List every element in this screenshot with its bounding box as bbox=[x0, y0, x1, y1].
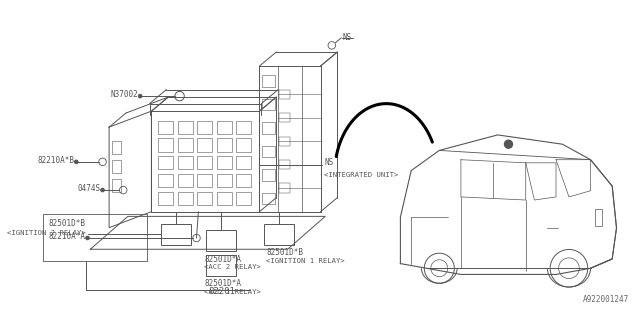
Text: 82501D*A: 82501D*A bbox=[204, 255, 241, 264]
Bar bbox=[161, 224, 191, 244]
Text: <IGNITION 1 RELAY>: <IGNITION 1 RELAY> bbox=[266, 258, 345, 264]
Text: 82501D*A: 82501D*A bbox=[204, 279, 241, 288]
Text: 82201: 82201 bbox=[209, 287, 236, 296]
Bar bbox=[198, 138, 212, 152]
Polygon shape bbox=[90, 216, 325, 249]
Bar bbox=[236, 174, 251, 187]
Text: <ACC 2 RELAY>: <ACC 2 RELAY> bbox=[204, 264, 261, 270]
Circle shape bbox=[138, 94, 142, 98]
Text: A922001247: A922001247 bbox=[582, 295, 628, 304]
Bar bbox=[262, 169, 275, 181]
Text: <ACC 1 RELAY>: <ACC 1 RELAY> bbox=[204, 289, 261, 295]
Bar bbox=[178, 156, 193, 169]
Bar bbox=[595, 209, 602, 226]
Bar bbox=[262, 146, 275, 157]
Text: <INTEGRATED UNIT>: <INTEGRATED UNIT> bbox=[324, 172, 399, 178]
Text: 0474S: 0474S bbox=[77, 184, 100, 193]
Bar bbox=[206, 230, 236, 251]
Circle shape bbox=[504, 140, 513, 149]
Bar bbox=[206, 255, 236, 276]
Text: 82210A*A: 82210A*A bbox=[49, 232, 86, 241]
Text: NS: NS bbox=[324, 158, 333, 167]
Bar bbox=[279, 183, 291, 193]
Bar bbox=[198, 192, 212, 205]
Text: 82210A*B: 82210A*B bbox=[37, 156, 74, 164]
Bar bbox=[158, 138, 173, 152]
Bar bbox=[198, 121, 212, 134]
Bar bbox=[217, 192, 232, 205]
Bar bbox=[236, 138, 251, 152]
Bar bbox=[236, 192, 251, 205]
Bar bbox=[236, 121, 251, 134]
Bar bbox=[112, 160, 122, 173]
Bar bbox=[178, 138, 193, 152]
Bar bbox=[217, 174, 232, 187]
Bar bbox=[262, 123, 275, 134]
Bar bbox=[158, 174, 173, 187]
Bar bbox=[279, 113, 291, 123]
Text: NS: NS bbox=[342, 33, 351, 42]
Bar bbox=[178, 121, 193, 134]
Text: 82501D*B: 82501D*B bbox=[49, 219, 86, 228]
Circle shape bbox=[86, 236, 90, 240]
Bar bbox=[44, 214, 147, 261]
Bar bbox=[158, 192, 173, 205]
Circle shape bbox=[74, 160, 78, 164]
Bar bbox=[279, 137, 291, 146]
Bar bbox=[264, 224, 294, 244]
Circle shape bbox=[100, 188, 104, 192]
Text: N37002: N37002 bbox=[111, 90, 138, 99]
Bar bbox=[158, 121, 173, 134]
Bar bbox=[158, 156, 173, 169]
Bar bbox=[217, 138, 232, 152]
Bar bbox=[178, 174, 193, 187]
Bar bbox=[178, 192, 193, 205]
Bar bbox=[112, 141, 122, 154]
Bar bbox=[262, 99, 275, 110]
Bar bbox=[262, 193, 275, 204]
Bar bbox=[236, 156, 251, 169]
Bar bbox=[262, 76, 275, 87]
Bar bbox=[217, 156, 232, 169]
Bar bbox=[217, 121, 232, 134]
Text: <IGNITION 2 RELAY>: <IGNITION 2 RELAY> bbox=[7, 230, 86, 236]
Text: 82501D*B: 82501D*B bbox=[266, 248, 303, 257]
Bar bbox=[279, 90, 291, 99]
Bar bbox=[198, 174, 212, 187]
Bar bbox=[279, 160, 291, 169]
Bar bbox=[112, 179, 122, 192]
Bar bbox=[198, 156, 212, 169]
